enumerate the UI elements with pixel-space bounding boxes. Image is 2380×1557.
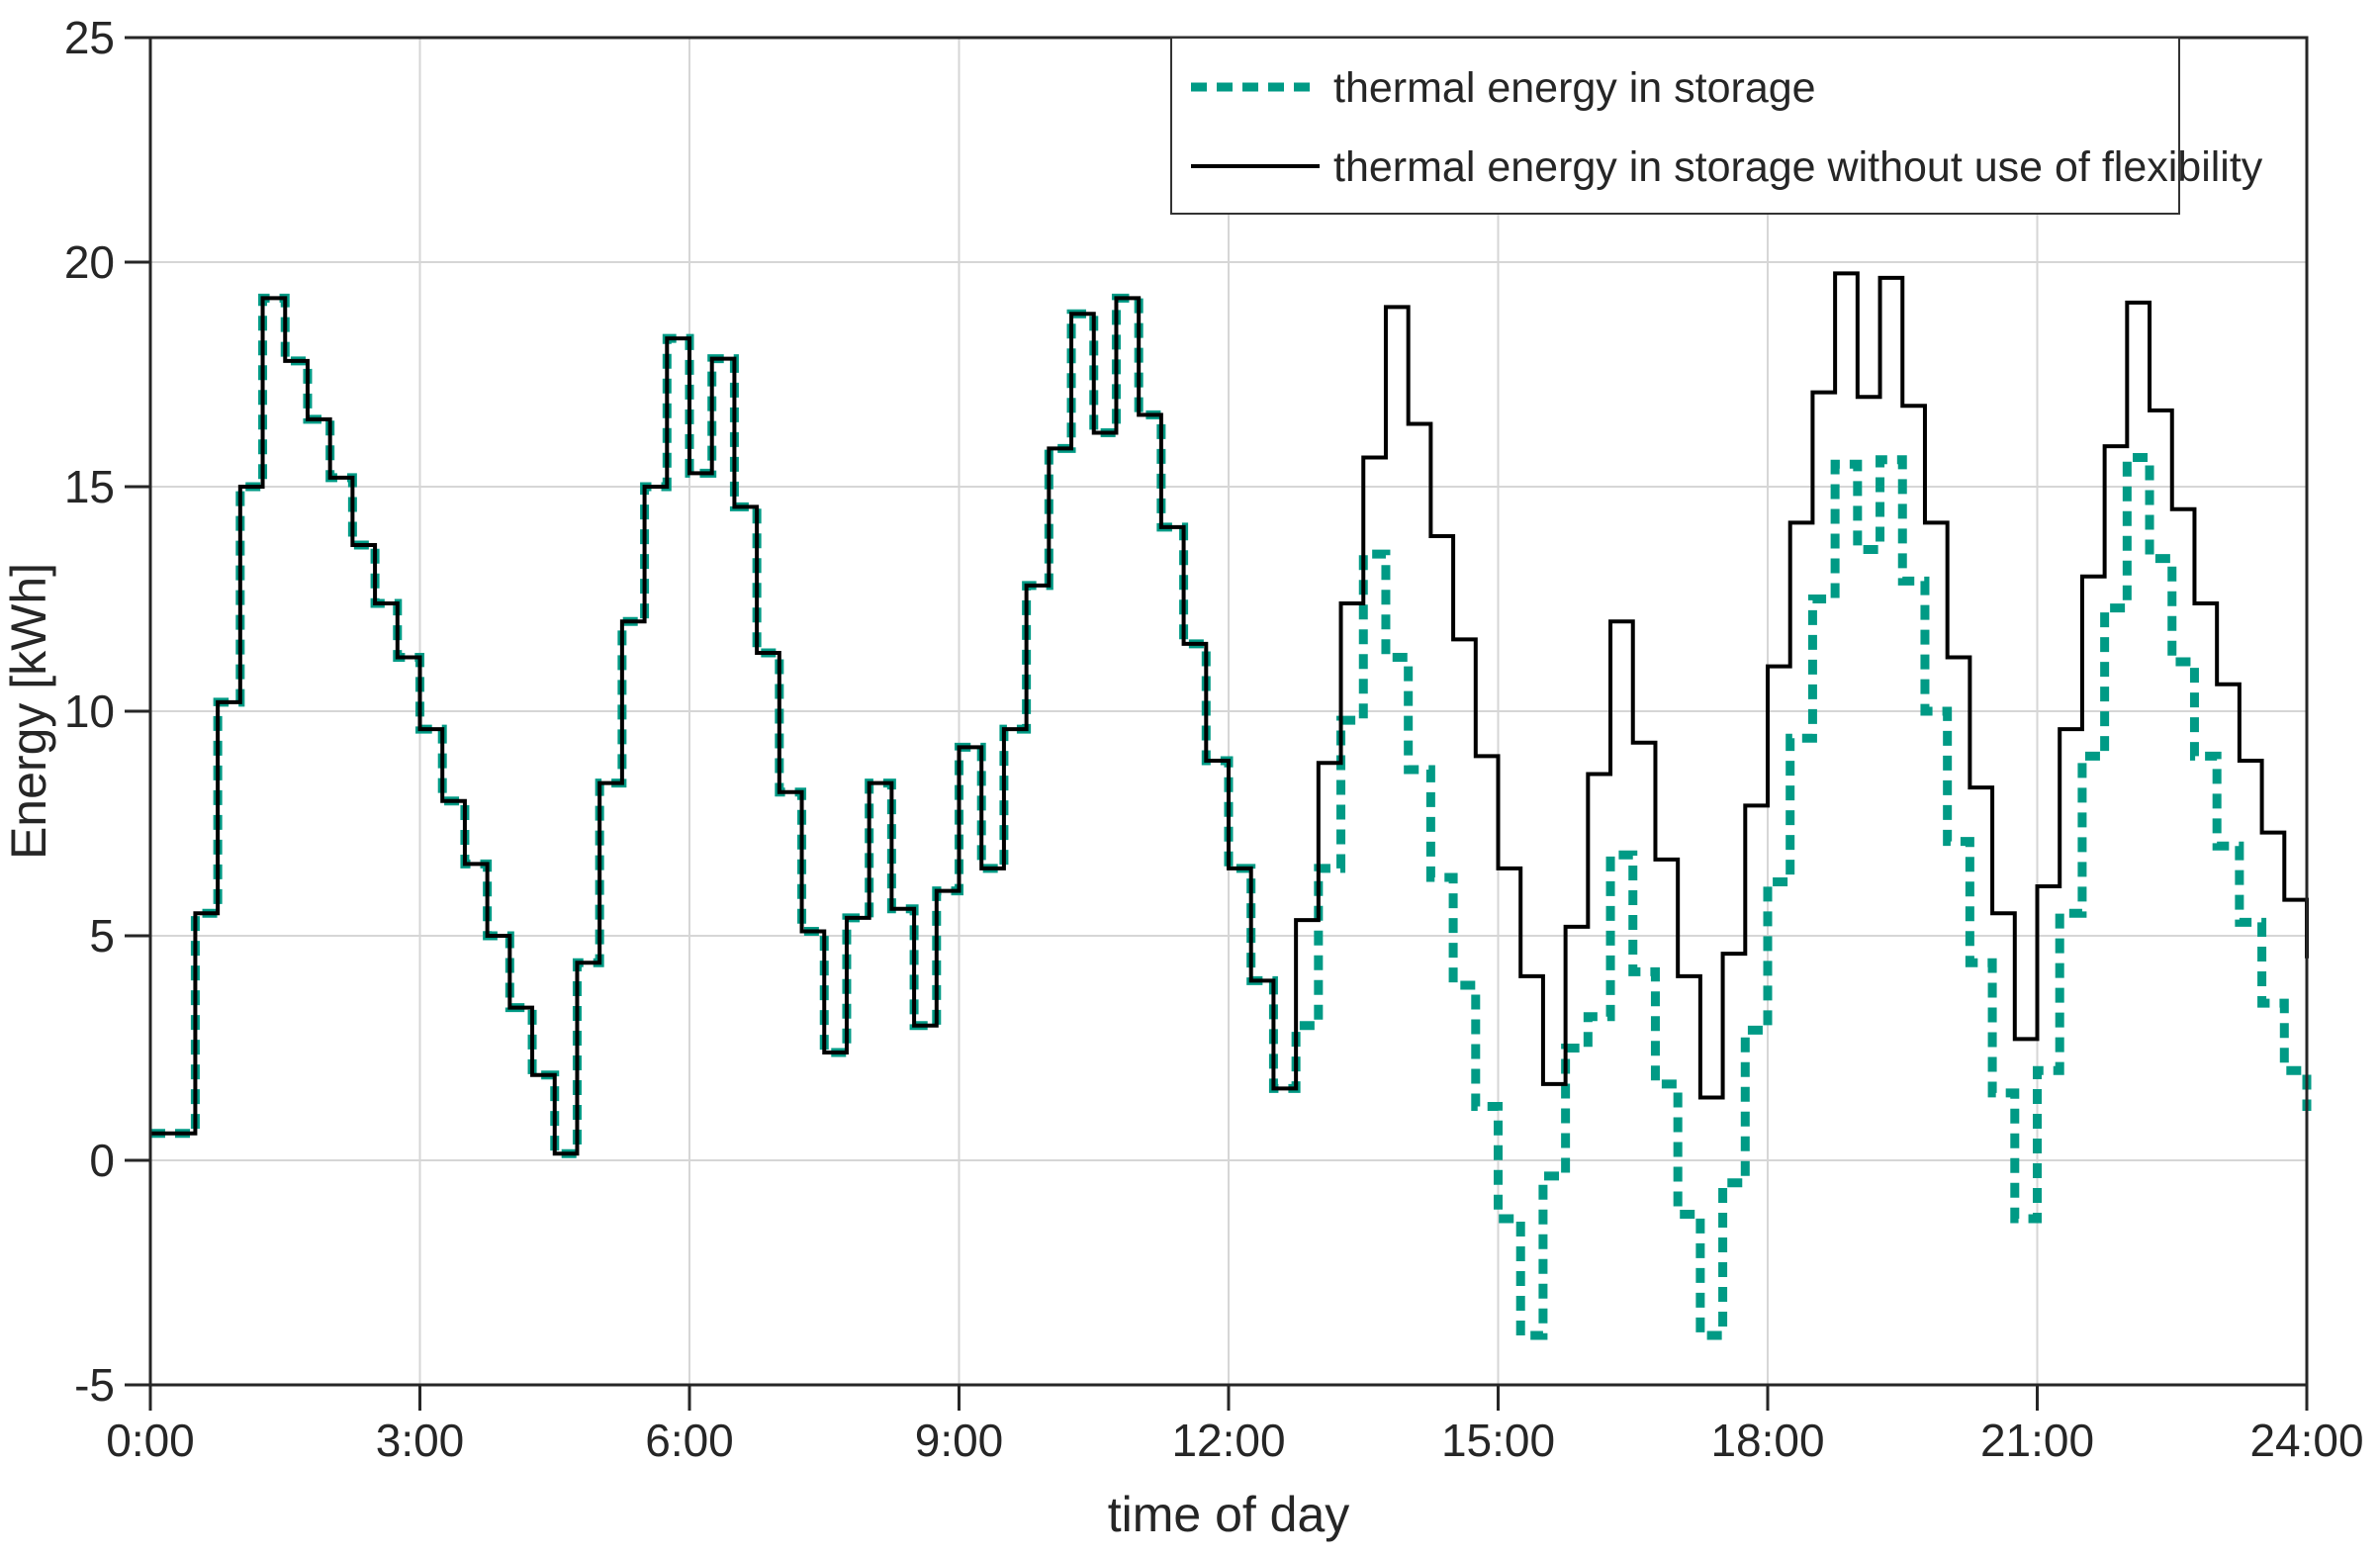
x-tick-label: 12:00	[1171, 1415, 1285, 1466]
x-tick-label: 3:00	[376, 1415, 465, 1466]
x-tick-label: 6:00	[645, 1415, 734, 1466]
legend-label-without-flexibility: thermal energy in storage without use of…	[1333, 143, 2263, 191]
legend-border	[1170, 37, 2180, 215]
series-without-flexibility-line	[150, 271, 2309, 1156]
legend-label-storage: thermal energy in storage	[1333, 64, 1816, 112]
x-tick-label: 24:00	[2249, 1415, 2363, 1466]
y-tick-label: 20	[64, 236, 115, 288]
x-tick-label: 15:00	[1441, 1415, 1555, 1466]
x-axis-label: time of day	[1108, 1487, 1350, 1542]
y-tick-label: 5	[89, 910, 115, 962]
y-tick-label: 10	[64, 686, 115, 737]
x-tick-label: 18:00	[1710, 1415, 1824, 1466]
legend-box: thermal energy in storage thermal energy…	[1170, 37, 2263, 215]
x-tick-label: 9:00	[915, 1415, 1004, 1466]
y-tick-label: 15	[64, 461, 115, 512]
axes	[125, 36, 2309, 1411]
y-axis-label: Energy [kWh]	[1, 563, 56, 860]
tick-labels: 0:00 3:00 6:00 9:00 12:00 15:00 18:00 21:00 24:0…	[64, 12, 2364, 1466]
y-tick-label: -5	[74, 1359, 115, 1411]
gridlines	[150, 38, 2307, 1385]
y-tick-label: 25	[64, 12, 115, 63]
x-tick-label: 21:00	[1980, 1415, 2094, 1466]
y-tick-label: 0	[89, 1135, 115, 1186]
series-lines	[150, 271, 2312, 1340]
x-tick-label: 0:00	[106, 1415, 195, 1466]
